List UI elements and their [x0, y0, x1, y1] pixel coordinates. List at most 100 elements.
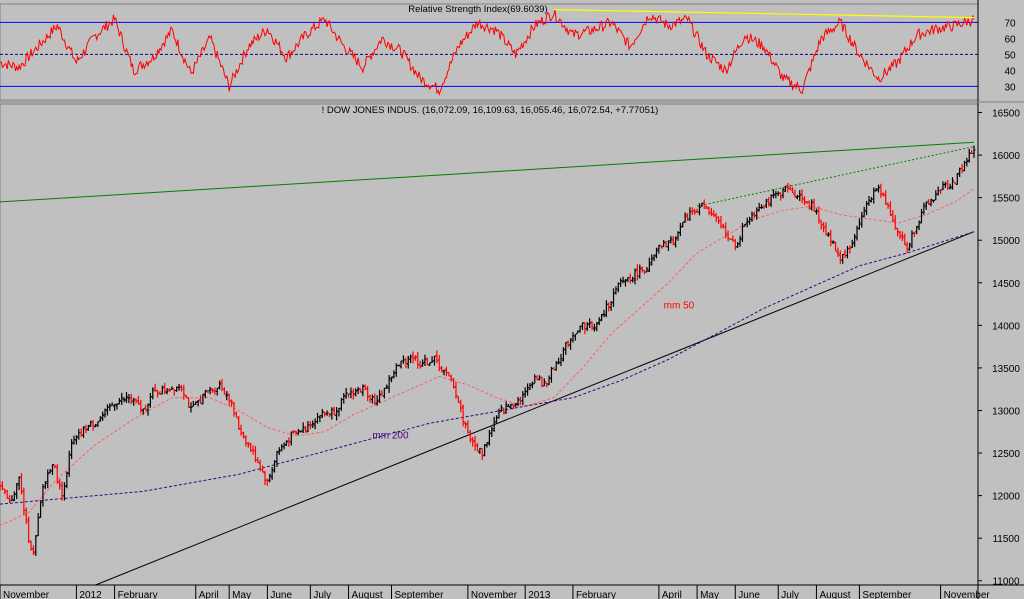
price-bar	[497, 408, 501, 419]
price-bar	[697, 203, 701, 216]
price-bar	[578, 325, 582, 333]
price-bar	[167, 388, 171, 392]
price-bar	[745, 217, 749, 228]
price-bar	[117, 397, 121, 405]
price-bar	[485, 441, 489, 448]
price-trendline-0	[95, 231, 975, 586]
price-bar	[418, 360, 422, 369]
x-tick-label: April	[199, 590, 219, 599]
price-bar	[368, 394, 372, 403]
price-bar	[877, 184, 881, 193]
price-bar	[435, 350, 439, 364]
price-bar	[638, 264, 642, 279]
price-bar	[79, 428, 83, 437]
price-bar	[416, 351, 420, 369]
price-bar	[669, 235, 673, 244]
price-bar	[409, 354, 413, 364]
price-bar	[729, 238, 732, 241]
price-tick-label: 12500	[992, 449, 1020, 460]
price-tick-label: 16000	[992, 151, 1020, 162]
price-bar	[709, 207, 713, 217]
price-bar	[903, 233, 907, 246]
price-bar	[554, 360, 558, 371]
price-bar	[855, 225, 859, 241]
price-bar	[31, 545, 35, 556]
price-bar	[323, 411, 327, 417]
price-bar	[275, 450, 279, 467]
price-bar	[411, 351, 415, 364]
mm200-label: mm 200	[372, 431, 409, 442]
price-bar	[824, 222, 828, 236]
price-bar	[318, 415, 322, 423]
x-tick-label: 2012	[79, 590, 102, 599]
price-bar	[542, 378, 546, 387]
price-bar	[848, 245, 852, 254]
price-bar	[103, 408, 107, 418]
price-tick-label: 14000	[992, 321, 1020, 332]
price-bar	[650, 254, 654, 266]
price-bar	[528, 382, 532, 390]
price-bar	[215, 387, 219, 396]
price-bar	[674, 236, 678, 248]
price-bar	[471, 437, 475, 447]
price-bar	[36, 513, 40, 536]
price-bar	[43, 481, 47, 490]
price-bar	[588, 318, 592, 329]
price-bar	[466, 420, 470, 434]
price-bar	[461, 404, 465, 427]
price-bar	[829, 229, 833, 247]
price-bar	[19, 473, 23, 495]
price-bar	[841, 253, 845, 264]
price-bar	[686, 212, 690, 221]
price-bar	[822, 222, 826, 233]
price-bar	[872, 187, 876, 204]
price-bar	[358, 388, 362, 393]
price-bar	[623, 278, 627, 287]
price-bar	[29, 540, 33, 551]
price-bar	[98, 416, 102, 422]
price-bar	[604, 300, 608, 318]
price-bar	[163, 382, 167, 395]
price-bar	[678, 222, 682, 237]
x-tick-label: August	[352, 590, 383, 599]
price-bar	[93, 424, 97, 428]
price-bar	[268, 473, 272, 483]
price-bar	[12, 491, 16, 502]
price-bar	[404, 357, 408, 369]
price-bar	[301, 422, 305, 433]
price-bar	[671, 235, 675, 246]
price-bar	[752, 211, 756, 218]
price-bar	[834, 241, 838, 252]
price-bar	[523, 387, 527, 398]
price-bar	[363, 384, 367, 391]
price-bar	[74, 435, 78, 445]
price-bar	[559, 353, 563, 367]
price-tick-label: 13500	[992, 364, 1020, 375]
price-bar	[160, 385, 164, 395]
price-bar	[645, 267, 649, 273]
price-bar	[781, 187, 785, 199]
price-bar	[788, 184, 792, 191]
price-bar	[239, 424, 243, 436]
price-bar	[294, 430, 298, 436]
price-bar	[356, 386, 360, 395]
price-bar	[647, 257, 651, 273]
x-tick-label: September	[862, 590, 912, 599]
price-bar	[724, 222, 728, 239]
price-bar	[960, 163, 964, 174]
x-tick-label: May	[232, 590, 251, 599]
price-bar	[392, 370, 396, 379]
price-bar	[8, 495, 12, 504]
price-tick-label: 11500	[992, 534, 1020, 545]
price-bar	[693, 208, 697, 215]
price-bar	[917, 220, 921, 231]
price-bar	[659, 245, 663, 249]
price-title: ! DOW JONES INDUS. (16,072.09, 16,109.63…	[322, 105, 659, 116]
price-bar	[361, 384, 365, 397]
price-bar	[284, 440, 288, 446]
price-bar	[459, 399, 463, 413]
price-bar	[27, 516, 31, 544]
price-bar	[170, 386, 174, 391]
price-bar	[826, 232, 830, 237]
price-bar	[0, 481, 2, 491]
